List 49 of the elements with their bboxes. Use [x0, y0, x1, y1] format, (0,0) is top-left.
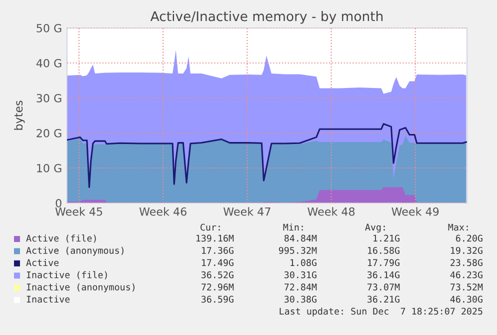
- text: 23.58G: [450, 259, 482, 266]
- legend-label: Inactive (file): [26, 271, 107, 280]
- text: 17.36G: [202, 246, 234, 254]
- text: 17.79G: [368, 259, 400, 266]
- x-tick-label: Week 47: [223, 207, 270, 216]
- text: 36.21G: [368, 296, 400, 303]
- text: 1.21G: [374, 234, 400, 242]
- text: 73.07M: [368, 284, 400, 290]
- text: Min:: [283, 224, 303, 231]
- y-tick-label: 40 G: [36, 58, 62, 68]
- y-tick-label: 20 G: [36, 128, 62, 138]
- text: 36.52G: [202, 271, 234, 278]
- text: 84.84M: [284, 234, 317, 242]
- text: 995.32M: [278, 246, 317, 254]
- text: 72.96M: [202, 284, 234, 290]
- x-tick-label: Week 46: [139, 207, 186, 216]
- y-tick-label: 50 G: [36, 24, 62, 32]
- x-tick-label: Week 48: [308, 207, 355, 216]
- text: 30.31G: [284, 271, 316, 278]
- x-tick-label: Week 49: [392, 207, 439, 216]
- text: 46.23G: [450, 271, 482, 278]
- y-axis-title: bytes: [14, 100, 25, 130]
- legend-label: Active: [26, 258, 59, 266]
- text: 6.20G: [456, 234, 482, 242]
- y-tick-label: 30 G: [36, 94, 62, 102]
- text: Last update: Sun Dec 7 18:25:07 2025: [280, 308, 482, 316]
- text: 17.49G: [202, 259, 234, 266]
- text: 72.84M: [284, 284, 317, 290]
- text: 16.58G: [368, 246, 400, 254]
- text: 139.16M: [196, 234, 234, 242]
- text: 46.30G: [450, 296, 482, 303]
- x-tick-label: Week 45: [55, 207, 102, 216]
- y-tick-label: 0: [56, 198, 62, 208]
- line-series: [67, 123, 467, 188]
- y-tick-label: 10 G: [37, 164, 62, 172]
- text: Cur:: [200, 224, 220, 231]
- text: 36.59G: [202, 296, 234, 303]
- text: Avg:: [365, 224, 385, 232]
- text: 73.52M: [450, 284, 483, 290]
- text: 36.14G: [368, 271, 400, 278]
- legend-label: Inactive (anonymous): [26, 283, 134, 292]
- chart-title: Active/Inactive memory - by month: [150, 11, 383, 24]
- text: 19.32G: [450, 246, 482, 254]
- text: 1.08G: [290, 259, 316, 266]
- legend-label: Active (file): [26, 234, 96, 243]
- text: 30.38G: [284, 296, 316, 303]
- legend-label: Inactive: [26, 296, 70, 303]
- text: Max:: [448, 224, 468, 231]
- legend-label: Active (anonymous): [26, 246, 124, 256]
